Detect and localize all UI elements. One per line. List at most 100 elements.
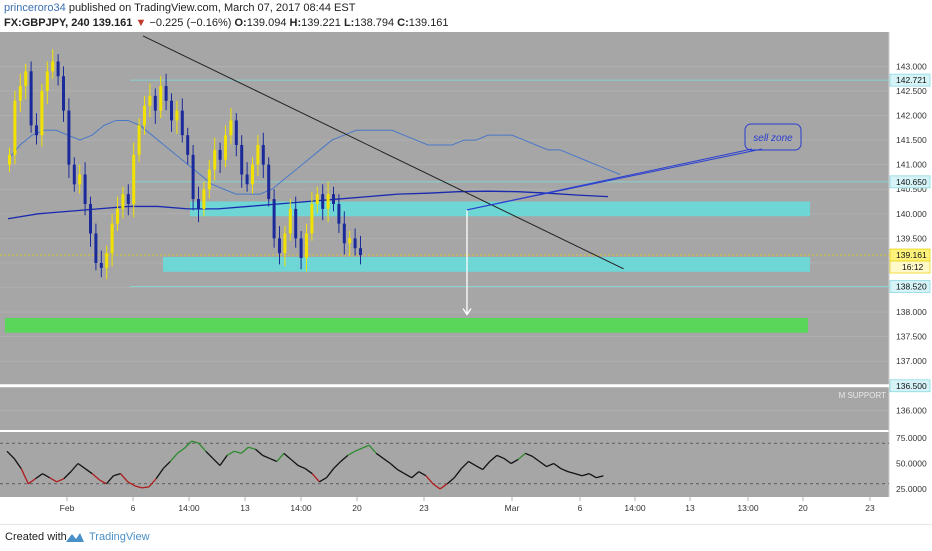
oscillator-segment — [510, 458, 519, 465]
oscillator-segment — [347, 450, 356, 456]
callout-pointer — [466, 148, 763, 211]
oscillator-segment — [489, 454, 498, 462]
oscillator-segment — [319, 477, 327, 483]
candle — [121, 194, 125, 209]
candle — [56, 61, 60, 77]
oscillator-segment — [148, 478, 157, 488]
oscillator-segment — [42, 473, 50, 479]
oscillator-segment — [226, 450, 235, 456]
candle — [180, 110, 184, 136]
price-tick-label: 137.500 — [896, 332, 927, 342]
price-tick-label: 138.000 — [896, 307, 927, 317]
oscillator-segment — [184, 440, 193, 449]
oscillator-tick-label: 25.0000 — [896, 484, 927, 494]
candle — [35, 125, 38, 136]
oscillator-segment — [553, 462, 562, 470]
oscillator-segment — [234, 450, 242, 454]
oscillator-segment — [205, 450, 214, 459]
price-tag — [889, 175, 931, 189]
candle — [186, 135, 190, 155]
created-with-text: Created with — [5, 531, 67, 543]
oscillator-segment — [304, 468, 313, 475]
price-tick-label: 140.500 — [896, 184, 927, 194]
oscillator-segment — [49, 477, 58, 483]
demand-zone — [163, 257, 193, 272]
candle — [315, 194, 319, 204]
price-change: −0.225 (−0.16%) — [149, 17, 232, 29]
oscillator-segment — [162, 461, 171, 470]
candle — [240, 145, 244, 175]
oscillator-segment — [361, 444, 370, 449]
oscillator-segment — [560, 467, 569, 473]
high-value: 139.221 — [301, 17, 341, 29]
oscillator-segment — [91, 473, 100, 481]
candle — [132, 154, 136, 204]
candle — [234, 120, 238, 146]
close-value: 139.161 — [408, 17, 449, 29]
candle — [159, 86, 163, 111]
oscillator-segment — [262, 454, 270, 460]
price-tick-label: 141.000 — [896, 160, 927, 170]
price-tag-label: 140.650 — [896, 177, 927, 187]
published-text: published on TradingView.com, March 07, … — [65, 2, 356, 14]
price-tag-label: 139.161 — [896, 250, 927, 260]
candle — [272, 199, 276, 239]
oscillator-segment — [240, 446, 249, 454]
candle — [278, 238, 281, 254]
time-tick-label: 14:00 — [624, 503, 646, 513]
price-tick-label: 137.000 — [896, 356, 927, 366]
candle — [288, 208, 292, 234]
support-label: M SUPPORT — [839, 391, 887, 400]
oscillator-segment — [432, 483, 441, 490]
callout-box — [744, 123, 802, 151]
candle — [337, 203, 341, 224]
oscillator-segment — [13, 458, 22, 469]
countdown-label: 16:12 — [902, 262, 924, 272]
oscillator-segment — [255, 448, 264, 456]
time-tick-label: 6 — [578, 503, 583, 513]
candle — [62, 76, 65, 111]
author-name[interactable]: princeroro34 — [4, 2, 66, 14]
candle — [256, 145, 260, 165]
tradingview-logo-icon[interactable] — [64, 530, 86, 544]
oscillator-segment — [98, 479, 107, 485]
candle — [197, 199, 200, 209]
oscillator-segment — [581, 473, 590, 477]
candle — [342, 223, 346, 244]
candle — [67, 110, 71, 165]
countdown-tag — [889, 260, 931, 274]
oscillator-segment — [290, 458, 299, 467]
time-tick-label: 20 — [798, 503, 808, 513]
candle — [202, 189, 206, 209]
oscillator-segment — [439, 483, 448, 490]
oscillator-segment — [297, 464, 306, 470]
oscillator-segment — [596, 475, 604, 479]
oscillator-pane — [0, 432, 889, 497]
tradingview-brand[interactable]: TradingView — [89, 531, 150, 543]
candle — [326, 194, 330, 209]
ma-slow-line — [7, 190, 609, 220]
candle — [213, 149, 217, 170]
oscillator-segment — [84, 468, 93, 475]
oscillator-segment — [532, 455, 540, 462]
symbol-label: FX:GBPJPY, 240 — [4, 17, 90, 29]
candle — [353, 238, 357, 249]
oscillator-segment — [27, 478, 36, 485]
time-tick-label: 13 — [685, 503, 695, 513]
oscillator-segment — [475, 464, 484, 471]
oscillator-segment — [141, 486, 150, 489]
price-tick-label: 141.500 — [896, 135, 927, 145]
oscillator-segment — [397, 469, 405, 475]
candle — [224, 135, 227, 160]
oscillator-segment — [127, 481, 136, 487]
oscillator-segment — [539, 460, 547, 468]
oscillator-segment — [525, 452, 533, 457]
price-tag-label: 136.500 — [896, 381, 927, 391]
price-tag — [889, 379, 931, 393]
chart-area[interactable]: M SUPPORT sell zone 143.000 142.500 142.000 1… — [0, 32, 932, 522]
candle — [126, 194, 130, 204]
oscillator-segment — [574, 473, 583, 477]
candle — [229, 120, 233, 136]
price-tick-label: 140.000 — [896, 209, 927, 219]
time-tick-label: Mar — [505, 503, 520, 513]
